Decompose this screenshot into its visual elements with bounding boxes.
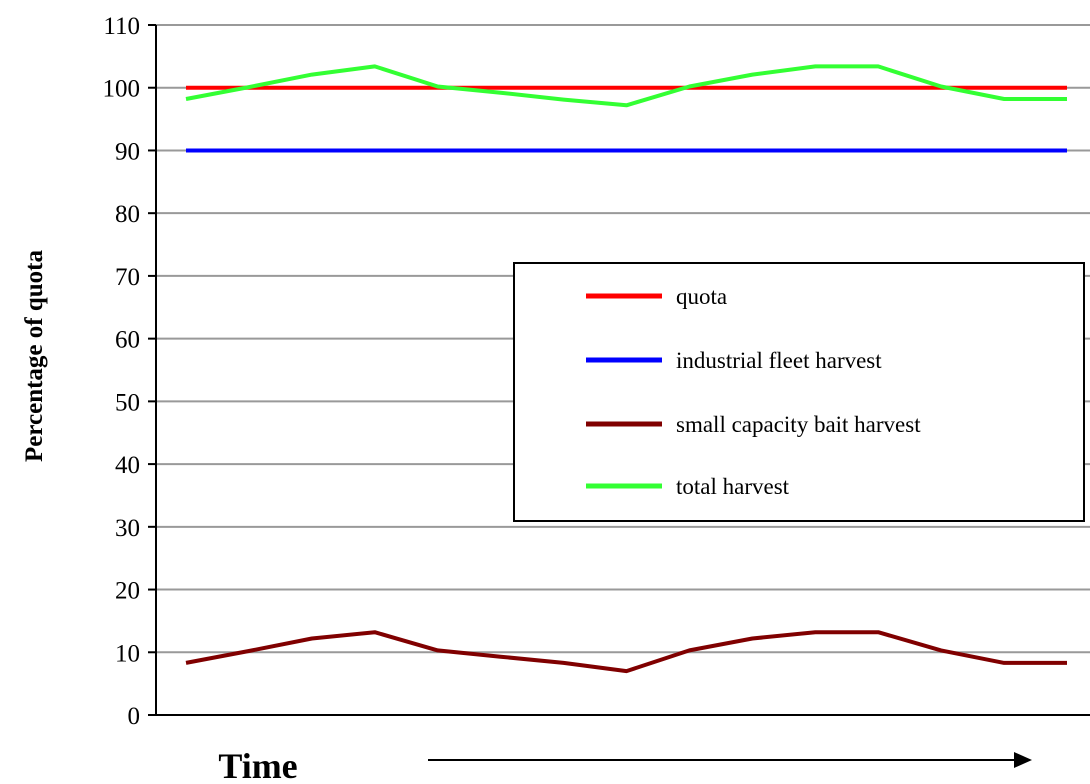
legend-label: quota [676, 284, 727, 309]
axes [148, 24, 1090, 716]
time-arrow [428, 752, 1032, 768]
legend: quota industrial fleet harvest small capac… [513, 262, 1085, 522]
y-tick-label: 0 [128, 703, 141, 730]
legend-label: small capacity bait harvest [676, 412, 921, 437]
y-tick-labels: 0 10 20 30 40 50 60 70 80 90 100 110 [103, 13, 141, 730]
series-line-total-harvest [185, 64, 1067, 108]
y-tick-label: 110 [103, 13, 140, 40]
y-axis-label: Percentage of quota [21, 250, 48, 462]
y-tick-label: 60 [115, 327, 140, 354]
y-tick-label: 100 [103, 76, 141, 103]
y-tick-label: 50 [115, 389, 140, 416]
legend-label: industrial fleet harvest [676, 348, 882, 373]
series-line-small-capacity-bait-harvest [185, 630, 1067, 674]
legend-box [513, 262, 1085, 522]
y-tick-label: 10 [115, 640, 140, 667]
series-lines [185, 64, 1067, 674]
y-tick-label: 70 [115, 264, 140, 291]
x-axis-label: Time [218, 746, 297, 784]
y-tick-label: 30 [115, 515, 140, 542]
legend-label: total harvest [676, 474, 790, 499]
y-tick-label: 20 [115, 578, 140, 605]
y-tick-label: 80 [115, 201, 140, 228]
y-tick-label: 90 [115, 138, 140, 165]
y-tick-label: 40 [115, 452, 140, 479]
